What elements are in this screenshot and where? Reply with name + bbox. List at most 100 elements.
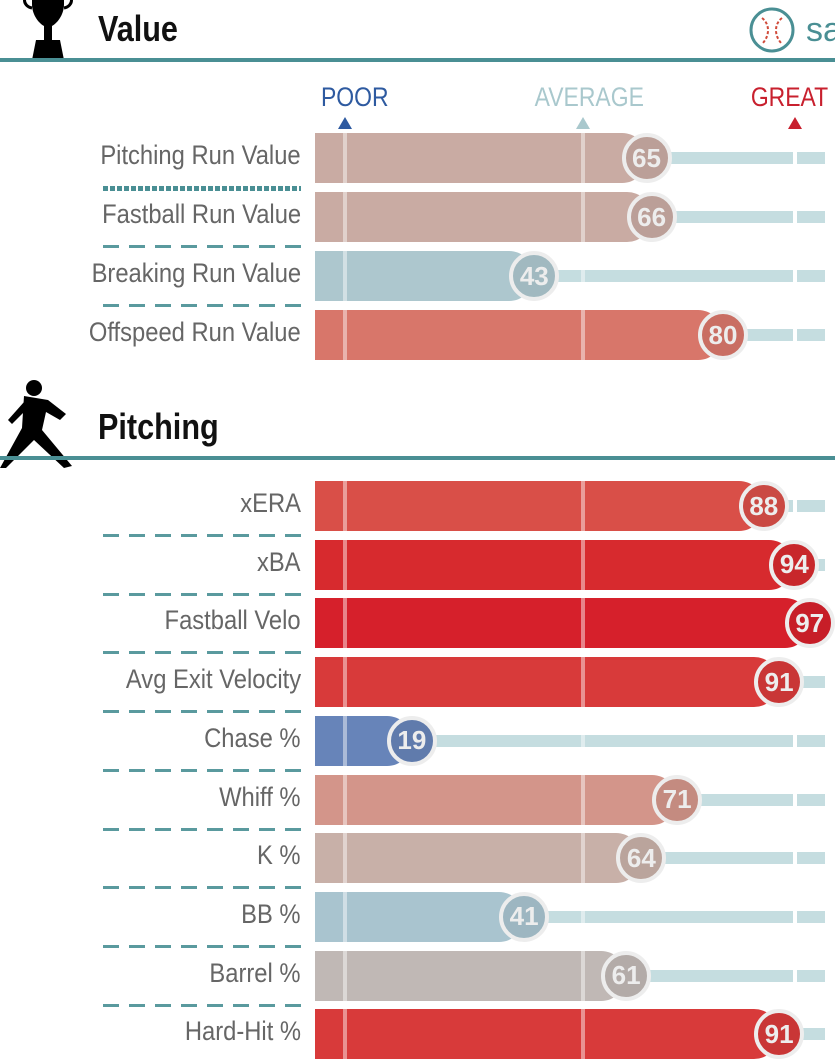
- metric-label: Offspeed Run Value: [89, 317, 301, 347]
- metric-label: Avg Exit Velocity: [125, 664, 301, 695]
- poor-gridline: [343, 192, 347, 242]
- pitcher-icon: [0, 378, 95, 470]
- row-separator: [103, 944, 301, 948]
- percentile-track: [626, 969, 825, 982]
- percentile-bar: [315, 481, 764, 531]
- poor-gridline: [343, 1009, 347, 1059]
- row-separator: [103, 186, 301, 191]
- percentile-value: 71: [652, 774, 703, 825]
- average-gridline: [581, 891, 585, 942]
- percentile-value: 94: [769, 539, 820, 590]
- row-separator: [103, 886, 301, 890]
- row-separator: [103, 534, 301, 537]
- trophy-icon: [18, 0, 78, 70]
- poor-gridline: [343, 251, 347, 301]
- percentile-bar: [315, 950, 627, 1001]
- poor-gridline: [343, 715, 347, 766]
- poor-gridline: [343, 833, 347, 884]
- percentile-bar: [315, 192, 652, 242]
- great-gridline: [793, 211, 797, 223]
- metric-label: Fastball Velo: [164, 605, 301, 636]
- metric-label: Breaking Run Value: [91, 258, 301, 288]
- percentile-bar: [315, 1009, 780, 1059]
- percentile-bar: [315, 251, 535, 301]
- scale-poor: POOR: [320, 82, 389, 112]
- section-divider: [0, 456, 835, 460]
- row-separator: [103, 1003, 301, 1007]
- percentile-track: [723, 329, 825, 341]
- percentile-bar: [315, 598, 810, 649]
- section-divider: [0, 58, 835, 62]
- scale-average: AVERAGE: [534, 82, 644, 112]
- percentile-track: [524, 910, 825, 923]
- percentile-value: 19: [386, 715, 437, 766]
- metric-label: Hard-Hit %: [184, 1016, 301, 1047]
- great-gridline: [793, 734, 797, 747]
- poor-gridline: [343, 481, 347, 531]
- row-separator: [103, 304, 301, 307]
- average-gridline: [581, 657, 585, 708]
- percentile-bar: [315, 891, 525, 942]
- poor-gridline: [343, 310, 347, 360]
- average-gridline: [581, 310, 585, 360]
- savant-logo[interactable]: sa: [748, 6, 835, 54]
- great-gridline: [793, 329, 797, 341]
- poor-gridline: [343, 950, 347, 1001]
- average-gridline: [581, 1009, 585, 1059]
- percentile-track: [411, 734, 825, 747]
- metric-label: xERA: [240, 488, 301, 518]
- percentile-value: 65: [621, 133, 672, 183]
- great-gridline: [793, 910, 797, 923]
- average-gridline: [581, 950, 585, 1001]
- poor-gridline: [343, 539, 347, 590]
- percentile-value: 41: [499, 891, 550, 942]
- average-gridline: [581, 774, 585, 825]
- poor-marker-icon: [338, 117, 352, 129]
- average-gridline: [581, 481, 585, 531]
- metric-label: Barrel %: [209, 957, 301, 988]
- average-marker-icon: [576, 117, 590, 129]
- great-gridline: [793, 852, 797, 865]
- average-gridline: [581, 833, 585, 884]
- percentile-value: 88: [738, 481, 789, 531]
- metric-label: xBA: [257, 546, 301, 577]
- poor-gridline: [343, 774, 347, 825]
- percentile-bar: [315, 774, 678, 825]
- percentile-bar: [315, 833, 642, 884]
- percentile-value: 64: [616, 833, 667, 884]
- average-gridline: [581, 133, 585, 183]
- percentile-value: 91: [754, 657, 805, 708]
- great-gridline: [793, 969, 797, 982]
- poor-gridline: [343, 133, 347, 183]
- metric-label: BB %: [241, 898, 301, 929]
- average-gridline: [581, 192, 585, 242]
- great-gridline: [793, 793, 797, 806]
- percentile-bar: [315, 657, 780, 708]
- poor-gridline: [343, 891, 347, 942]
- average-gridline: [581, 539, 585, 590]
- percentile-value: 91: [754, 1009, 805, 1059]
- metric-label: Whiff %: [219, 781, 301, 812]
- metric-label: Pitching Run Value: [100, 140, 301, 170]
- percentile-value: 97: [784, 598, 835, 649]
- percentile-value: 80: [698, 310, 748, 360]
- row-separator: [103, 245, 301, 248]
- row-separator: [103, 768, 301, 772]
- section-title-value: Value: [98, 8, 178, 49]
- percentile-bar: [315, 539, 795, 590]
- percentile-value: 43: [509, 251, 560, 301]
- metric-label: K %: [257, 840, 301, 871]
- great-gridline: [793, 152, 797, 164]
- metric-label: Fastball Run Value: [102, 199, 301, 229]
- baseball-icon: [749, 7, 795, 53]
- percentile-bar: [315, 133, 647, 183]
- great-gridline: [793, 500, 797, 512]
- percentile-track: [534, 270, 825, 282]
- percentile-track: [646, 152, 825, 164]
- percentile-value: 61: [601, 950, 652, 1001]
- logo-text: sa: [806, 10, 835, 49]
- poor-gridline: [343, 598, 347, 649]
- row-separator: [103, 827, 301, 831]
- percentile-bar: [315, 310, 723, 360]
- metric-label: Chase %: [204, 722, 301, 753]
